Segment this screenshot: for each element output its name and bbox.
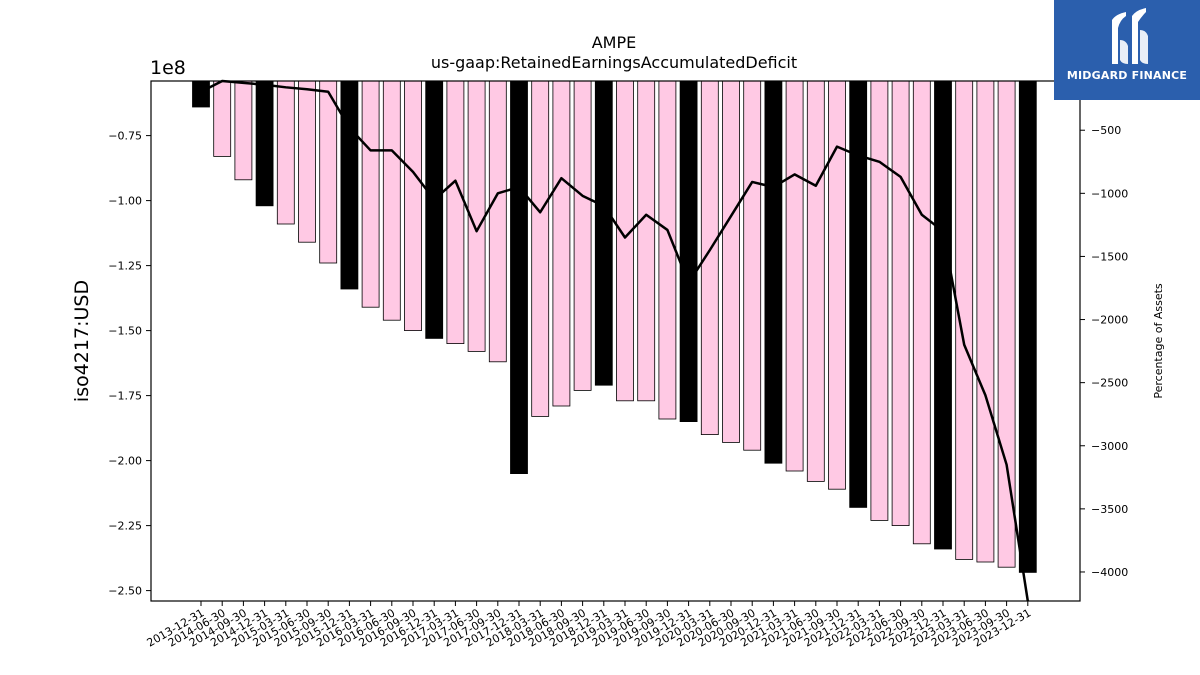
bar-2015-12-31	[340, 80, 359, 290]
y-tick-label: −1.00	[108, 195, 142, 208]
bar-2019-03-31	[616, 80, 634, 402]
bar-2013-12-31	[192, 80, 210, 108]
bar-2022-03-31	[870, 80, 889, 521]
bar-2023-12-31	[1018, 80, 1037, 573]
bar-2022-09-30	[912, 80, 931, 545]
bar-2015-03-31	[276, 80, 295, 225]
bar-2020-09-30	[743, 80, 762, 451]
y-tick-label: −2.25	[108, 520, 142, 533]
midgard-finance-logo: MIDGARD FINANCE	[1054, 0, 1200, 100]
y2-tick-label: −2000	[1091, 314, 1128, 327]
y2-tick-label: −2500	[1091, 377, 1128, 390]
bar-2021-09-30	[828, 80, 846, 490]
bar-2018-06-30	[552, 80, 571, 407]
bar-2021-06-30	[806, 80, 825, 482]
y-tick-label: −1.50	[108, 325, 142, 338]
y-tick-label: −2.50	[108, 585, 142, 598]
bar-2015-06-30	[298, 80, 316, 243]
y-axis-offset-label: 1e8	[150, 57, 186, 79]
bar-2016-03-31	[361, 80, 380, 308]
y2-tick-label: −1500	[1091, 250, 1128, 263]
bar-2020-12-31	[764, 80, 783, 464]
bar-2016-12-31	[425, 80, 444, 339]
logo-mark-icon	[1112, 8, 1148, 64]
y2-tick-label: −500	[1091, 124, 1121, 137]
y-tick-label: −2.00	[108, 455, 142, 468]
axes: −0.75 −1.00 −1.25 −1.50 −1.75 −2.00 −2.25 −2.50…	[108, 80, 1128, 650]
bar-2023-03-31	[955, 80, 974, 560]
bar-2017-12-31	[510, 80, 528, 475]
percentage-line	[200, 79, 1030, 602]
y2-tick-label: −3000	[1091, 440, 1128, 453]
bar-2015-09-30	[319, 80, 338, 264]
y-axis-label: iso4217:USD	[71, 280, 93, 402]
bar-2021-12-31	[849, 80, 868, 508]
bar-2014-09-30	[234, 80, 253, 181]
bar-2020-06-30	[722, 80, 740, 443]
bar-2019-09-30	[658, 80, 677, 420]
bar-2016-06-30	[382, 80, 401, 321]
y2-tick-label: −3500	[1091, 503, 1128, 516]
y2-tick-label: −4000	[1091, 566, 1128, 579]
line-series	[200, 79, 1030, 602]
bar-2017-09-30	[488, 80, 507, 363]
y2-axis-label: Percentage of Assets	[1152, 283, 1165, 399]
y-tick-label: −1.75	[108, 390, 142, 403]
bar-2018-12-31	[594, 80, 613, 386]
logo-text: MIDGARD FINANCE	[1066, 69, 1188, 82]
bar-2016-09-30	[404, 80, 422, 332]
bar-2019-12-31	[679, 80, 698, 423]
bar-2017-03-31	[446, 80, 465, 345]
bar-2023-06-30	[976, 80, 995, 563]
bar-2022-06-30	[891, 80, 910, 527]
chart-title: AMPE	[592, 33, 637, 52]
bar-2014-12-31	[255, 80, 274, 207]
bar-2023-09-30	[997, 80, 1016, 568]
bar-2022-12-31	[934, 80, 952, 550]
bar-2021-03-31	[785, 80, 804, 472]
plot-frame	[150, 80, 1081, 602]
bar-2019-06-30	[637, 80, 656, 402]
y-tick-label: −0.75	[108, 130, 142, 143]
chart-subtitle: us-gaap:RetainedEarningsAccumulatedDefic…	[431, 53, 797, 72]
y2-tick-label: −1000	[1091, 187, 1128, 200]
bar-series	[192, 80, 1037, 573]
bar-2018-03-31	[531, 80, 550, 417]
y-tick-label: −1.25	[108, 260, 142, 273]
bar-2018-09-30	[573, 80, 592, 391]
bar-2014-06-30	[213, 80, 232, 157]
